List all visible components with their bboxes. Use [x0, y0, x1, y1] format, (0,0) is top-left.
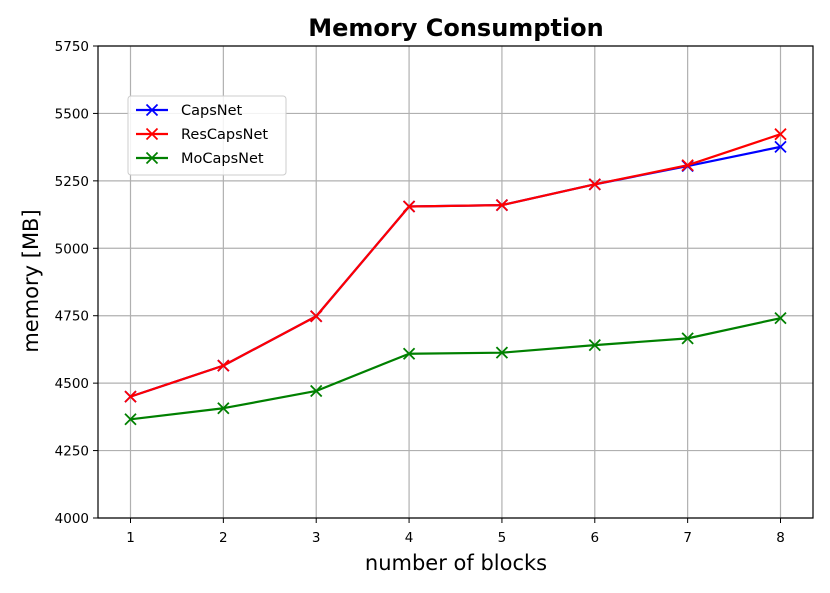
legend-label: ResCapsNet	[181, 127, 268, 143]
capsnet-point	[774, 140, 787, 154]
x-axis-ticks: 1 2 3 4 5 6 7 8	[126, 518, 785, 546]
legend-box	[127, 95, 287, 176]
legend-item-rescapsnet: ResCapsNet	[136, 127, 268, 143]
x-tick-label: 6	[590, 530, 599, 546]
x-tick-label: 4	[405, 530, 414, 546]
x-tick-label: 7	[683, 530, 692, 546]
series-rescapsnet	[124, 128, 787, 403]
mocapsnet-point	[217, 402, 230, 415]
rescapsnet-point	[310, 310, 323, 323]
legend-item-mocapsnet: MoCapsNet	[136, 151, 264, 167]
legend-marker	[145, 127, 159, 141]
legend-item-capsnet: CapsNet	[136, 103, 243, 119]
y-tick-label: 5500	[55, 106, 89, 122]
series-mocapsnet	[124, 312, 787, 426]
rescapsnet-point	[774, 128, 787, 141]
y-tick-label: 5750	[55, 39, 89, 55]
rescapsnet-point	[217, 359, 230, 372]
y-tick-label: 4000	[55, 511, 89, 527]
legend-marker	[145, 103, 159, 117]
legend-marker	[145, 151, 159, 165]
mocapsnet-point	[588, 338, 601, 352]
mocapsnet-point	[124, 413, 137, 426]
mocapsnet-line	[130, 317, 781, 421]
y-tick-label: 5250	[55, 174, 89, 190]
rescapsnet-point	[681, 159, 694, 172]
x-tick-label: 2	[219, 530, 228, 546]
x-tick-label: 8	[776, 530, 785, 546]
grid-lines	[98, 45, 813, 519]
mocapsnet-point	[495, 346, 509, 359]
rescapsnet-point	[495, 198, 509, 212]
mocapsnet-point	[310, 384, 323, 398]
rescapsnet-point	[402, 200, 416, 213]
rescapsnet-point	[124, 390, 137, 403]
y-axis-label: memory [MB]	[19, 209, 43, 352]
legend: CapsNet ResCapsNet MoCapsNet	[127, 95, 287, 176]
mocapsnet-point	[774, 312, 787, 325]
series-lines	[124, 128, 787, 426]
y-tick-label: 4500	[55, 376, 89, 392]
y-axis-ticks: 4000 4250 4500 4750 5000 5250 5500 5750	[55, 39, 98, 527]
x-tick-label: 5	[498, 530, 507, 546]
chart-title: Memory Consumption	[308, 14, 604, 42]
plot-frame	[97, 45, 814, 519]
rescapsnet-point	[588, 178, 601, 191]
legend-label: MoCapsNet	[181, 151, 264, 167]
x-axis-label: number of blocks	[365, 551, 547, 575]
mocapsnet-point	[681, 332, 694, 345]
x-tick-label: 1	[126, 530, 135, 546]
y-tick-label: 5000	[55, 241, 89, 257]
rescapsnet-line	[130, 133, 781, 398]
legend-label: CapsNet	[181, 103, 243, 119]
y-tick-label: 4250	[55, 444, 89, 460]
mocapsnet-point	[402, 347, 416, 360]
x-tick-label: 3	[312, 530, 321, 546]
y-tick-label: 4750	[55, 309, 89, 325]
